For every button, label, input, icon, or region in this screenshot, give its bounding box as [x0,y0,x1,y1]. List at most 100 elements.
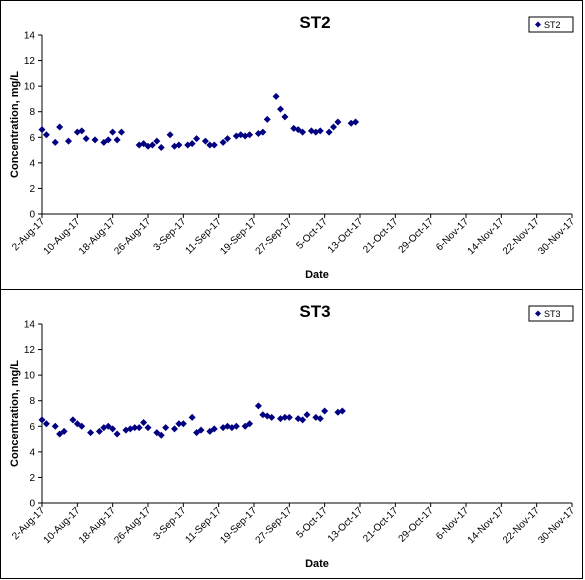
data-point [42,131,50,139]
data-point [352,118,360,126]
data-point [144,424,152,432]
y-tick-label: 0 [29,499,35,510]
data-point [241,422,249,430]
data-point [131,424,139,432]
x-tick-label: 13-Oct-17 [326,216,366,256]
data-point [78,422,86,430]
data-point [166,131,174,139]
y-tick-label: 4 [29,158,35,169]
x-tick-label: 10-Aug-17 [42,505,83,546]
x-tick-label: 18-Aug-17 [77,505,118,546]
data-point [299,128,307,136]
x-tick-label: 30-Nov-17 [536,216,577,257]
x-tick-label: 27-Sep-17 [254,505,295,546]
y-tick-label: 14 [24,31,36,42]
data-point [338,407,346,415]
data-point [113,430,121,438]
data-point [224,135,231,143]
data-point [51,422,59,430]
chart-st3: ST3 0 2 4 6 8 10 12 14 2-Aug-1710-Aug-1718-Aug-17… [9,302,577,570]
y-tick-label: 8 [29,107,35,118]
data-point [140,418,148,426]
data-point [157,144,165,152]
data-point [56,123,64,131]
legend: ST2 [528,16,574,33]
legend: ST3 [528,305,574,322]
chart-title: ST2 [299,13,330,32]
data-point [60,427,68,435]
data-point [228,424,236,432]
data-point [148,141,156,149]
data-point [219,424,227,432]
data-point [104,136,112,144]
legend-marker [535,21,541,28]
x-tick-label: 26-Aug-17 [112,216,153,257]
data-point [122,426,130,434]
data-point [316,127,324,135]
x-tick-label: 2-Aug-17 [10,505,47,542]
data-point [188,413,196,421]
data-point [162,424,170,432]
y-tick-label: 10 [24,82,36,93]
data-point [78,127,86,135]
data-point [246,420,254,428]
x-tick-label: 3-Sep-17 [152,505,189,542]
x-axis-title: Date [305,558,329,570]
legend-label: ST3 [544,309,561,319]
data-point [325,128,333,136]
chart-panel-st3: ST3 0 2 4 6 8 10 12 14 2-Aug-17 10-Aug-17 18-Aug-17… [0,289,583,579]
data-point [206,141,214,149]
data-point [51,138,59,146]
data-point [38,126,46,134]
y-axis-title: Concentration, mg/L [9,71,21,178]
y-tick-label: 12 [24,345,36,356]
x-tick-label: 19-Sep-17 [218,505,259,546]
chart-st2: ST2 0 2 4 6 8 10 12 14 2-Aug-1710-Aug-1718-Aug-17… [9,13,577,281]
data-point [312,128,320,136]
data-point [100,424,108,432]
y-tick-label: 2 [29,184,35,195]
data-point [232,422,240,430]
legend-box [528,16,574,33]
data-point [175,420,183,428]
chart-panel-st2: ST2 0 2 4 6 8 10 12 14 2-Aug-17 10-Aug-17 18-Aug-17… [0,0,583,290]
x-tick-label: 30-Nov-17 [536,505,577,546]
x-tick-label: 21-Oct-17 [361,505,401,545]
y-tick-label: 2 [29,473,35,484]
data-point [272,92,280,100]
y-tick-label: 12 [24,56,36,67]
x-axis-title: Date [305,269,329,281]
data-point [65,137,72,145]
y-tick-label: 6 [29,422,35,433]
data-point [316,415,324,423]
data-point [38,416,46,424]
data-point [82,135,90,143]
x-tick-label: 6-Nov-17 [434,505,471,542]
data-point [303,411,311,419]
x-tick-label: 5-Oct-17 [294,505,330,541]
y-axis-title: Concentration, mg/L [9,360,21,467]
y-tick-label: 4 [29,447,35,458]
x-tick-label: 27-Sep-17 [254,216,295,257]
data-point [334,118,342,126]
data-point [219,138,227,146]
legend-box [528,305,574,322]
data-point [109,128,117,136]
x-tick-label: 29-Oct-17 [397,505,437,545]
data-point [330,123,337,131]
data-point [299,416,307,424]
data-point [118,128,125,136]
data-point [69,416,77,424]
data-point [210,425,218,433]
data-point [126,425,134,433]
data-point [259,128,267,136]
data-point [42,420,50,428]
data-point [254,402,262,410]
data-point [277,105,284,113]
y-tick-label: 6 [29,133,35,144]
x-tick-label: 3-Sep-17 [152,216,189,253]
chart-title: ST3 [299,302,330,321]
y-tick-label: 0 [29,210,35,221]
data-point [263,115,271,123]
data-point [281,413,289,421]
